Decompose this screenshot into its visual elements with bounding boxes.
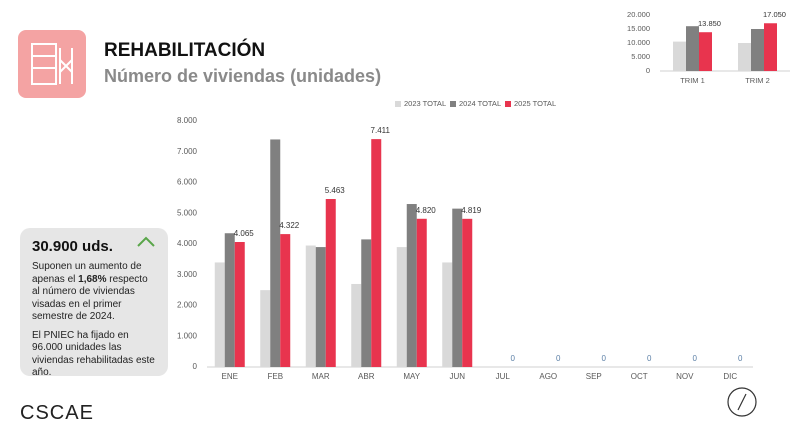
- x-tick-label: AGO: [539, 372, 557, 381]
- y-tick-label: 0: [646, 66, 650, 75]
- bar: [452, 208, 463, 367]
- bar: [361, 239, 372, 367]
- x-tick-label: TRIM 2: [745, 76, 770, 85]
- paragraph: Suponen un aumento de apenas el 1,68% re…: [32, 261, 158, 324]
- x-tick-label: JUL: [496, 372, 511, 381]
- data-label: 5.463: [325, 186, 346, 195]
- bar: [416, 218, 427, 367]
- headline: 30.900 uds.: [32, 238, 113, 255]
- x-tick-label: MAR: [312, 372, 330, 381]
- x-tick-label: ABR: [358, 372, 375, 381]
- bar: [305, 245, 316, 367]
- x-tick-label: SEP: [586, 372, 602, 381]
- y-tick-label: 0: [193, 362, 198, 371]
- paragraph: El PNIEC ha fijado en 96.000 unidades la…: [32, 329, 155, 379]
- data-label: 4.322: [279, 221, 300, 230]
- x-tick-label: OCT: [631, 372, 648, 381]
- x-tick-label: MAY: [403, 372, 420, 381]
- legend-swatch: [450, 101, 456, 107]
- icon: [18, 30, 757, 417]
- logo: CSCAE: [20, 402, 94, 424]
- data-label: 4.820: [416, 206, 437, 215]
- bar: [315, 247, 326, 367]
- bar: [234, 242, 245, 367]
- bar: [406, 204, 417, 367]
- data-label: 7.411: [371, 126, 391, 135]
- bar: [325, 199, 336, 367]
- bar: [673, 41, 686, 71]
- data-label: 4.819: [461, 206, 482, 215]
- bar: [764, 23, 777, 71]
- y-tick-label: 6.000: [177, 178, 198, 187]
- data-label: 0: [602, 354, 607, 363]
- data-label: 13.850: [698, 19, 721, 28]
- highlight: 1,68%: [78, 273, 107, 285]
- bar: [280, 234, 291, 367]
- subtitle: Número de viviendas (unidades): [104, 66, 382, 86]
- bar: [462, 218, 473, 367]
- bar: [751, 29, 764, 71]
- x-tick-label: FEB: [267, 372, 283, 381]
- y-tick-label: 4.000: [177, 239, 198, 248]
- bar: [686, 26, 699, 71]
- data-label: 0: [556, 354, 561, 363]
- y-tick-label: 20.000: [627, 10, 650, 19]
- data-label: 0: [511, 354, 516, 363]
- y-tick-label: 7.000: [177, 147, 198, 156]
- bar: [224, 233, 235, 367]
- legend-swatch: [505, 101, 511, 107]
- y-tick-label: 5.000: [177, 208, 198, 217]
- x-tick-label: JUN: [449, 372, 465, 381]
- data-label: 4.065: [234, 229, 255, 238]
- x-tick-label: ENE: [222, 372, 238, 381]
- y-tick-label: 15.000: [627, 24, 650, 33]
- data-label: 0: [693, 354, 698, 363]
- title: REHABILITACIÓN: [104, 40, 266, 61]
- data-label: 0: [738, 354, 743, 363]
- y-tick-label: 8.000: [177, 116, 198, 125]
- x-tick-label: NOV: [676, 372, 694, 381]
- bar: [270, 139, 281, 367]
- legend-label: 2024 TOTAL: [459, 99, 501, 108]
- y-tick-label: 5.000: [631, 52, 650, 61]
- y-tick-label: 2.000: [177, 301, 198, 310]
- text: respecto al número de viviendas visadas …: [32, 273, 148, 323]
- bar: [351, 283, 362, 367]
- bar: [260, 290, 271, 367]
- bar: [738, 43, 751, 71]
- legend-label: 2023 TOTAL: [404, 99, 446, 108]
- text: Suponen un aumento de apenas el: [32, 261, 142, 285]
- legend-label: 2025 TOTAL: [514, 99, 556, 108]
- bar: [442, 262, 453, 367]
- x-tick-label: DIC: [723, 372, 737, 381]
- data-label: 0: [647, 354, 652, 363]
- bar: [396, 247, 407, 367]
- bar: [371, 139, 382, 367]
- x-tick-label: TRIM 1: [680, 76, 705, 85]
- y-tick-label: 1.000: [177, 331, 198, 340]
- y-tick-label: 10.000: [627, 38, 650, 47]
- summary-card: 30.900 uds. Suponen un aumento de apenas…: [20, 228, 168, 378]
- bar: [214, 262, 225, 367]
- bar: [699, 32, 712, 71]
- y-tick-label: 3.000: [177, 270, 198, 279]
- legend-swatch: [395, 101, 401, 107]
- data-label: 17.050: [763, 10, 786, 19]
